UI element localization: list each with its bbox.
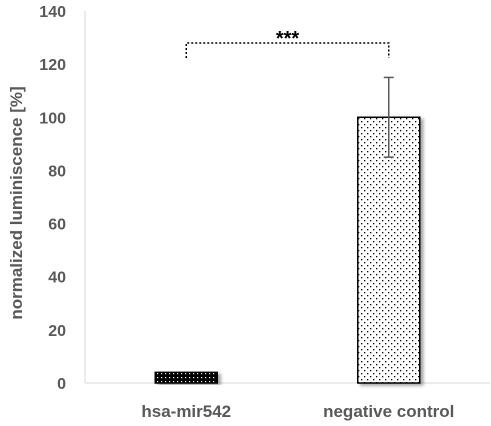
bar [154, 371, 218, 384]
error-bars-group [383, 76, 394, 158]
y-tick-label: 140 [39, 4, 66, 21]
significance-bracket: *** [185, 28, 390, 58]
y-tick-label: 80 [48, 163, 66, 180]
y-tick-label: 120 [39, 57, 66, 74]
y-axis-title: normalized luminiscence [%] [7, 86, 26, 319]
bar [357, 116, 421, 384]
y-tick-label: 20 [48, 323, 66, 340]
category-label: hsa-mir542 [141, 402, 231, 421]
category-labels: hsa-mir542 negative control [141, 402, 454, 421]
significance-line [185, 42, 390, 58]
y-axis-ticks: 0 20 40 60 80 100 120 140 [39, 4, 66, 393]
y-tick-label: 40 [48, 270, 66, 287]
y-tick-label: 100 [39, 110, 66, 127]
y-tick-label: 0 [57, 376, 66, 393]
bars-group [154, 116, 421, 384]
category-label: negative control [323, 402, 454, 421]
y-tick-label: 60 [48, 217, 66, 234]
significance-label: *** [276, 28, 300, 50]
